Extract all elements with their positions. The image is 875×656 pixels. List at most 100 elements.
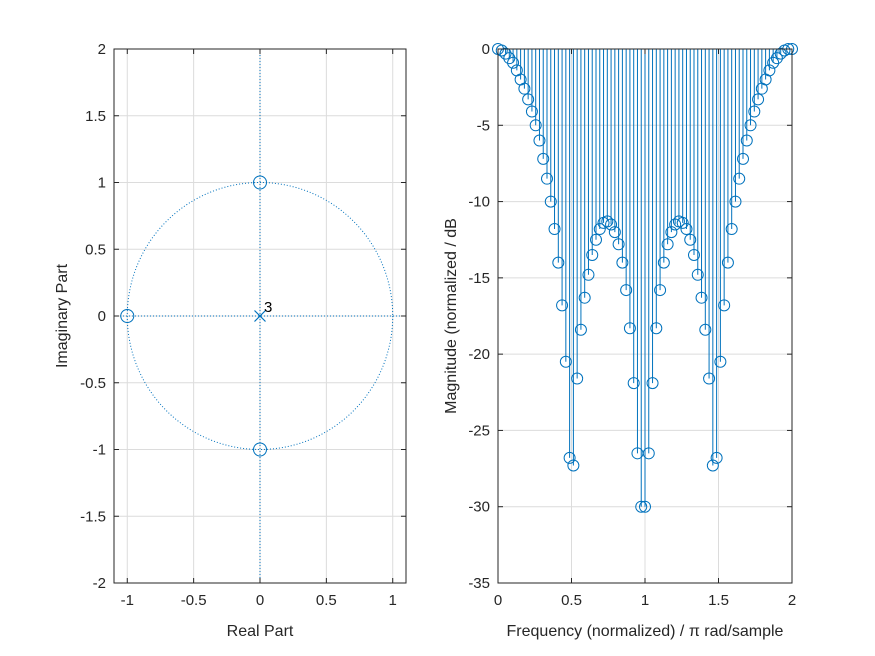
stem-marker	[642, 447, 655, 460]
stem-marker	[616, 256, 629, 269]
pole-zero-xtick-label: -1	[121, 592, 134, 609]
magnitude-ytick-label: -10	[468, 194, 490, 211]
magnitude-xlabel: Frequency (normalized) / π rad/sample	[507, 623, 784, 640]
stem-marker	[639, 500, 651, 513]
stem-marker	[590, 233, 603, 246]
pole-zero-xtick-label: -0.5	[181, 592, 207, 609]
pole-zero-ytick-label: 1	[98, 175, 106, 192]
stem-marker	[593, 223, 606, 236]
stem-marker	[623, 322, 636, 335]
zero-marker	[253, 175, 267, 190]
stem-marker	[718, 299, 731, 312]
pole-zero-xlabel: Real Part	[227, 623, 294, 640]
stem-marker	[650, 322, 663, 335]
pole-zero-ytick-label: -2	[93, 575, 106, 592]
stem-marker	[654, 284, 667, 297]
magnitude-xtick-label: 0	[494, 592, 502, 609]
magnitude-ytick-label: -35	[468, 575, 490, 592]
stem-marker	[680, 223, 693, 236]
pole-zero-ytick-label: 0	[98, 308, 106, 325]
stem-marker	[582, 268, 595, 281]
stem-marker	[669, 218, 682, 231]
pole-zero-ytick-label: -0.5	[80, 375, 106, 392]
magnitude-ytick-label: -20	[468, 346, 490, 363]
stem-marker	[612, 238, 625, 251]
stem-marker	[752, 93, 765, 106]
stem-marker	[627, 377, 640, 390]
stem-marker	[574, 323, 587, 336]
magnitude-ytick-label: -30	[468, 499, 490, 516]
magnitude-ylabel: Magnitude (normalized / dB	[443, 218, 460, 414]
stem-marker	[699, 323, 712, 336]
stem-marker	[706, 459, 719, 472]
stem-marker	[740, 134, 753, 147]
magnitude-ytick-label: -25	[468, 422, 490, 439]
stem-marker	[620, 284, 633, 297]
magnitude-xtick-label: 1.5	[708, 592, 729, 609]
stem-marker	[552, 256, 565, 269]
stem-marker	[559, 355, 572, 368]
stem-marker	[763, 64, 776, 77]
stem-marker	[665, 226, 678, 239]
stem-marker	[684, 233, 697, 246]
stem-marker	[601, 215, 614, 228]
stem-marker	[774, 47, 787, 60]
magnitude-ytick-label: -15	[468, 270, 490, 287]
stem-marker	[737, 152, 750, 165]
stem-marker	[586, 248, 599, 261]
pole-zero-ytick-label: -1.5	[80, 508, 106, 525]
stem-marker	[525, 105, 538, 118]
stem-marker	[733, 172, 746, 185]
pole-zero-ytick-label: 2	[98, 41, 106, 58]
unit-circle	[126, 182, 394, 450]
zero-marker	[120, 309, 135, 323]
stem-marker	[540, 172, 553, 185]
stem-marker	[657, 256, 670, 269]
pole-zero-ticks: -1 -0.5 0 0.5 1 2 1.5 1 0.5 0 -0.5 -1 -1.5 -2	[80, 41, 406, 609]
magnitude-ytick-label: 0	[482, 41, 490, 58]
magnitude-xtick-label: 2	[788, 592, 796, 609]
stem-marker	[499, 47, 512, 60]
stem-marker	[605, 218, 618, 231]
pole-zero-xtick-label: 1	[389, 592, 397, 609]
zero-marker	[253, 442, 267, 457]
pole-zero-ytick-label: 0.5	[85, 241, 106, 258]
stem-marker	[695, 291, 708, 304]
stem-marker	[676, 216, 689, 229]
pole-zero-xtick-label: 0.5	[316, 592, 337, 609]
stem-marker	[567, 459, 580, 472]
stem-marker	[661, 238, 674, 251]
stem-marker	[687, 248, 700, 261]
stem-marker	[721, 256, 734, 269]
stem-marker	[518, 82, 531, 95]
stem-marker	[537, 152, 550, 165]
pole-zero-xtick-label: 0	[256, 592, 264, 609]
stem-marker	[608, 226, 621, 239]
stem-marker	[548, 223, 561, 236]
stem-marker	[646, 377, 659, 390]
pole-zero-ytick-label: 1.5	[85, 108, 106, 125]
pole-zero-content: 3	[114, 49, 406, 583]
stem-marker	[495, 44, 508, 57]
stem-marker	[725, 223, 738, 236]
stem-marker	[770, 52, 783, 65]
pole-zero-ytick-label: -1	[93, 442, 106, 459]
stem-marker	[529, 119, 542, 132]
stem-marker	[729, 195, 742, 208]
magnitude-ticks: 0 0.5 1 1.5 2 0 -5 -10 -15 -20 -25 -30 -35	[468, 41, 796, 609]
stem-marker	[503, 52, 516, 65]
magnitude-plot: 0 0.5 1 1.5 2 0 -5 -10 -15 -20 -25 -30 -35 Frequency…	[443, 41, 798, 640]
pole-marker	[254, 310, 266, 322]
stem-marker	[635, 500, 648, 513]
magnitude-xtick-label: 1	[641, 592, 649, 609]
stem-marker	[507, 56, 520, 69]
stem-marker	[533, 134, 546, 147]
pole-zero-plot: 3 -1 -0.5 0 0.5 1 2 1.5 1 0.5 0 -0.5 -1 -1.5 -2 Real …	[54, 41, 407, 640]
stem-marker	[556, 299, 569, 312]
pole-zero-ylabel: Imaginary Part	[54, 263, 71, 368]
stem-marker	[703, 372, 716, 385]
stem-marker	[744, 119, 757, 132]
stem-marker	[578, 291, 591, 304]
stem-marker	[691, 268, 704, 281]
